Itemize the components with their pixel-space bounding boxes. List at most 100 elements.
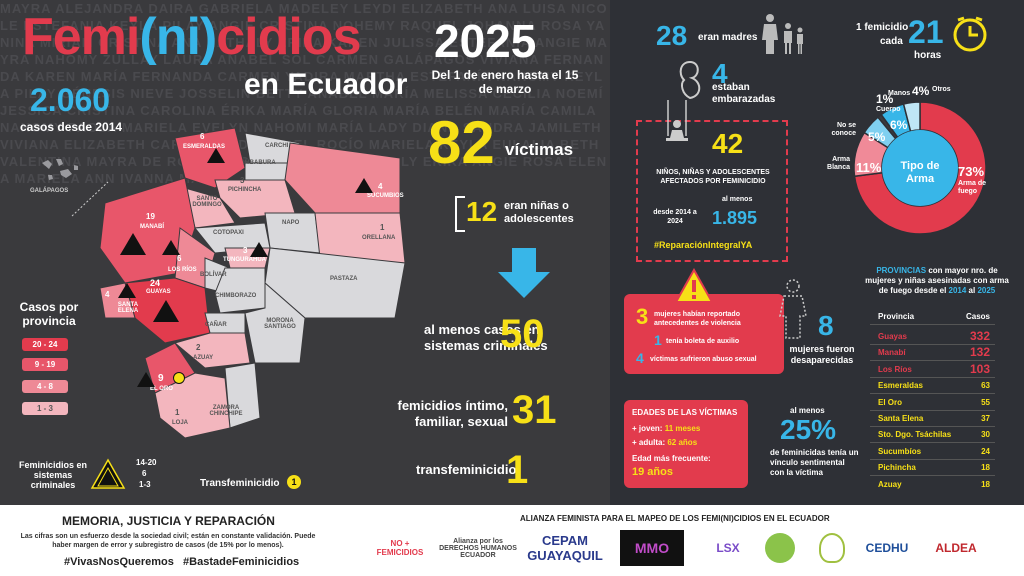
province-value: 37 <box>981 414 990 423</box>
map-count-pichincha: 3 <box>240 176 245 185</box>
girls-label: eran niñas o adolescentes <box>504 200 574 225</box>
legend-trans-label: Transfeminicidio <box>200 478 280 489</box>
logo-no-femicidios: NO + FEMICIDIOS <box>376 539 424 557</box>
weapon-label-fuego: Arma de fuego <box>958 180 987 195</box>
violence-box <box>624 294 784 374</box>
ages-box <box>624 400 748 488</box>
criminal-triangle-guayas <box>153 300 179 322</box>
mothers-label: eran madres <box>698 32 758 43</box>
violence-text-1: mujeres habían reportado antecedentes de… <box>654 311 741 327</box>
map-label-esmeraldas: ESMERALDAS <box>183 144 226 150</box>
criminal-triangle-manabi <box>120 233 146 255</box>
footer-alliance: ALIANZA FEMINISTA PARA EL MAPEO DE LOS F… <box>520 514 830 523</box>
province-value: 132 <box>969 345 990 360</box>
province-value: 332 <box>969 329 990 343</box>
province-value: 30 <box>981 430 990 440</box>
children-total: 1.895 <box>712 208 758 228</box>
province-value: 24 <box>981 446 990 456</box>
frequency-value: 21 <box>908 14 944 50</box>
legend-criminal-range-1: 14-20 <box>136 458 157 467</box>
frequency-label-2: cada <box>880 36 903 47</box>
province-chimborazo <box>214 267 266 314</box>
province-name: Sto. Dgo. Tsáchilas <box>878 430 952 440</box>
cases-total: 2.060 <box>30 82 111 118</box>
map-label-tungurahua: TUNGURAHUA <box>223 257 266 263</box>
logo-lsx: LSX <box>716 541 740 555</box>
map-label-bolivar: BOLÍVAR <box>200 272 227 278</box>
criminal-systems-value: 50 <box>500 312 545 356</box>
logo-cepam: CEPAM GUAYAQUIL <box>527 533 603 563</box>
province-row: El Oro 55 <box>878 398 990 407</box>
province-azuay <box>173 332 251 369</box>
weapon-chart <box>853 101 987 235</box>
weapon-pct-blanca: 11% <box>856 160 882 175</box>
weapon-label-cuerpo: Cuerpo <box>876 106 901 113</box>
logo-green-circle <box>760 530 800 566</box>
weapon-pct-noconoce: 5% <box>868 130 886 144</box>
ages-title: EDADES DE LAS VÍCTIMAS <box>632 408 738 417</box>
legend-criminal-triangles <box>90 458 126 489</box>
legend-criminal-range-2: 6 <box>142 469 147 478</box>
galapagos-islands <box>38 155 88 190</box>
province-row: Esmeraldas 63 <box>878 381 990 390</box>
province-row: Sto. Dgo. Tsáchilas 30 <box>878 430 990 439</box>
transfeminicide-label: transfeminicidio <box>416 462 517 477</box>
province-row: Sucumbíos 24 <box>878 447 990 456</box>
weapon-pct-fuego: 73% <box>958 164 985 179</box>
weapon-center <box>882 130 958 206</box>
sentimental-label: de feminicidas tenía un vínculo sentimen… <box>770 448 859 477</box>
logo-mmo: MMO <box>620 530 684 566</box>
disappeared-label: mujeres fueron desaparecidas <box>789 344 855 365</box>
galapagos-label: GALÁPAGOS <box>30 188 69 194</box>
transfeminicide-value: 1 <box>506 448 529 492</box>
footer-note: Las cifras son un esfuerzo desde la soci… <box>20 533 316 549</box>
footer-title: MEMORIA, JUSTICIA Y REPARACIÓN <box>62 514 275 528</box>
weapon-pct-otros: 4% <box>912 84 930 98</box>
legend-range-4: 1 - 3 <box>22 402 68 415</box>
map-count-santa-elena: 4 <box>105 290 110 299</box>
criminal-triangle-tungurahua <box>250 242 268 257</box>
province-sucumbios <box>284 142 401 214</box>
province-row: Azuay 18 <box>878 480 990 489</box>
map-label-imbabura: IMBABURA <box>243 160 276 166</box>
legend-criminal-title: Feminicidios en sistemas criminales <box>18 460 87 490</box>
pregnant-value: 4 <box>712 58 728 89</box>
family-icon <box>762 14 803 54</box>
province-value: 103 <box>969 361 990 376</box>
weapon-label-noconoce: No se conoce <box>831 122 856 137</box>
province-value: 63 <box>981 381 990 391</box>
province-name: Santa Elena <box>878 414 924 423</box>
violence-value-1: 3 <box>636 304 649 329</box>
mothers-value: 28 <box>656 20 688 51</box>
map-label-orellana: ORELLANA <box>362 235 396 241</box>
victims-value: 82 <box>428 109 495 176</box>
logo-emblem <box>812 530 852 566</box>
violence-value-2: 1 <box>654 332 662 348</box>
map-label-canar: CAÑAR <box>205 322 227 328</box>
province-napo <box>264 212 321 254</box>
map-count-guayas: 24 <box>150 278 161 288</box>
legend-trans-value: 1 <box>287 475 301 489</box>
map-label-carchi: CARCHI <box>265 143 289 149</box>
map-count-esmeraldas: 6 <box>200 132 205 141</box>
legend-title: Casos por provincia <box>19 300 79 328</box>
criminal-triangle-los-rios <box>162 240 180 255</box>
title-subtitle: en Ecuador <box>244 68 408 101</box>
weapon-center-label: Tipo de Arma <box>900 160 940 185</box>
children-period: desde 2014 a 2024 <box>653 209 697 225</box>
intimate-label: femicidios íntimo, familiar, sexual <box>397 398 508 429</box>
province-name: Esmeraldas <box>878 381 923 391</box>
children-hashtag: #ReparaciónIntegralYA <box>654 240 753 250</box>
main-title: Femi(ni)cidios <box>22 8 362 66</box>
legend-criminal-range-3: 1-3 <box>139 480 151 489</box>
province-value: 55 <box>981 397 990 407</box>
map-label-cotopaxi: COTOPAXI <box>213 230 244 236</box>
galapagos-pointer <box>71 181 109 217</box>
province-name: Sucumbíos <box>878 446 922 456</box>
province-value: 18 <box>981 463 990 473</box>
map-count-loja: 1 <box>175 408 180 417</box>
criminal-triangle-sucumbios <box>355 178 373 193</box>
province-row: Santa Elena 37 <box>878 414 990 423</box>
criminal-triangle-esmeraldas <box>207 148 225 163</box>
victims-label: víctimas <box>505 140 574 159</box>
